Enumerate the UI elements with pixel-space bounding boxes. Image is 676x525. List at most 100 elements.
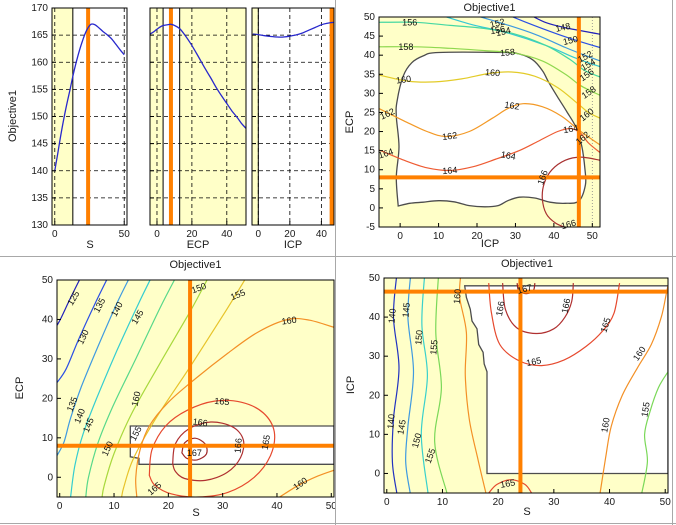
svg-text:145: 145 <box>395 419 407 436</box>
svg-text:155: 155 <box>639 401 651 418</box>
svg-text:10: 10 <box>433 231 445 242</box>
sweep-plot-icp[interactable]: 0 20 40 <box>0 0 335 256</box>
x-axis-label-s-bl: S <box>192 507 200 519</box>
svg-text:20: 20 <box>364 127 376 138</box>
svg-text:166: 166 <box>494 300 506 317</box>
svg-text:152: 152 <box>489 17 506 30</box>
y-axis-label-ecp-tr: ECP <box>344 110 356 134</box>
sweep-plot-s[interactable]: 0 50 130 135 140 145 150 155 160 165 170 <box>0 0 335 256</box>
svg-text:162: 162 <box>504 100 520 112</box>
svg-text:40: 40 <box>604 497 616 508</box>
y-axis-label-objective1: Objective1 <box>7 90 19 142</box>
svg-text:156: 156 <box>489 24 506 36</box>
svg-text:50: 50 <box>326 501 335 512</box>
svg-text:40: 40 <box>42 314 54 325</box>
quadrant-divider-vertical <box>335 0 336 525</box>
svg-text:30: 30 <box>548 497 560 508</box>
svg-text:145: 145 <box>31 139 48 150</box>
svg-text:25: 25 <box>364 107 376 118</box>
svg-text:165: 165 <box>525 355 542 368</box>
svg-text:167: 167 <box>187 448 202 458</box>
svg-text:166: 166 <box>560 297 573 314</box>
svg-text:50: 50 <box>369 273 381 284</box>
svg-text:154: 154 <box>495 25 512 38</box>
svg-text:0: 0 <box>52 229 58 240</box>
sweep-plot-ecp[interactable]: 0 20 40 <box>0 0 335 256</box>
x-axis-label-icp-tr: ICP <box>480 238 500 250</box>
svg-text:35: 35 <box>364 69 376 80</box>
svg-text:155: 155 <box>423 447 438 465</box>
svg-text:40: 40 <box>369 312 381 323</box>
svg-text:0: 0 <box>369 203 375 214</box>
svg-text:164: 164 <box>500 149 517 161</box>
svg-text:162: 162 <box>442 130 458 142</box>
y-axis-label-ecp-bl: ECP <box>14 376 26 400</box>
svg-text:140: 140 <box>385 414 396 430</box>
svg-text:10: 10 <box>437 497 449 508</box>
x-axis-label-s-br: S <box>523 506 531 518</box>
svg-text:0: 0 <box>256 229 262 240</box>
svg-text:170: 170 <box>31 3 48 14</box>
svg-text:160: 160 <box>130 390 143 407</box>
svg-text:0: 0 <box>397 231 403 242</box>
svg-text:140: 140 <box>386 308 397 324</box>
svg-text:158: 158 <box>499 47 515 59</box>
svg-text:30: 30 <box>510 231 522 242</box>
svg-text:10: 10 <box>369 429 381 440</box>
plot-title-icp-ecp: Objective1 <box>463 2 516 14</box>
svg-text:50: 50 <box>42 275 54 286</box>
svg-text:167: 167 <box>516 282 533 296</box>
svg-text:40: 40 <box>221 229 233 240</box>
svg-text:30: 30 <box>364 88 376 99</box>
svg-text:140: 140 <box>31 166 48 177</box>
svg-text:156: 156 <box>402 17 417 27</box>
svg-text:0: 0 <box>47 472 53 483</box>
svg-text:10: 10 <box>108 501 120 512</box>
svg-text:0: 0 <box>57 501 63 512</box>
svg-text:166: 166 <box>535 169 550 187</box>
svg-text:40: 40 <box>271 501 283 512</box>
window-edge-right <box>672 0 673 525</box>
contour-plot-s-ecp[interactable]: 1251301351351401401451451501501551551601… <box>0 256 335 525</box>
svg-text:20: 20 <box>284 229 296 240</box>
svg-text:160: 160 <box>395 74 411 86</box>
svg-text:30: 30 <box>369 351 381 362</box>
svg-text:150: 150 <box>413 330 424 346</box>
contour-plot-s-icp[interactable]: 1401401451451501501551551551601601601651… <box>335 256 676 525</box>
svg-text:50: 50 <box>587 231 599 242</box>
svg-text:50: 50 <box>119 229 131 240</box>
svg-text:165: 165 <box>214 396 230 407</box>
svg-text:10: 10 <box>364 165 376 176</box>
svg-text:0: 0 <box>384 497 390 508</box>
svg-text:160: 160 <box>281 315 297 327</box>
x-axis-label-icp-sweep: ICP <box>283 239 303 251</box>
svg-text:155: 155 <box>31 84 48 95</box>
svg-text:160: 160 <box>485 67 501 78</box>
svg-text:0: 0 <box>374 468 380 479</box>
svg-text:164: 164 <box>377 146 394 160</box>
svg-text:165: 165 <box>499 477 516 489</box>
svg-text:166: 166 <box>232 438 243 454</box>
svg-text:165: 165 <box>260 434 272 451</box>
svg-text:150: 150 <box>190 281 208 296</box>
svg-text:20: 20 <box>42 393 54 404</box>
svg-text:45: 45 <box>364 31 376 42</box>
svg-text:160: 160 <box>452 288 463 304</box>
svg-text:40: 40 <box>364 50 376 61</box>
svg-text:20: 20 <box>471 231 483 242</box>
svg-text:166: 166 <box>192 416 208 428</box>
svg-text:50: 50 <box>660 497 672 508</box>
x-axis-label-ecp-sweep: ECP <box>186 239 210 251</box>
svg-text:155: 155 <box>428 339 439 355</box>
y-axis-label-icp-br: ICP <box>345 375 357 395</box>
quadrant-divider-horizontal <box>0 256 676 257</box>
svg-text:5: 5 <box>369 184 375 195</box>
svg-text:50: 50 <box>364 12 376 23</box>
svg-text:165: 165 <box>31 30 48 41</box>
svg-text:10: 10 <box>42 433 54 444</box>
svg-text:166: 166 <box>560 218 577 232</box>
svg-text:30: 30 <box>217 501 229 512</box>
svg-text:150: 150 <box>410 432 424 449</box>
